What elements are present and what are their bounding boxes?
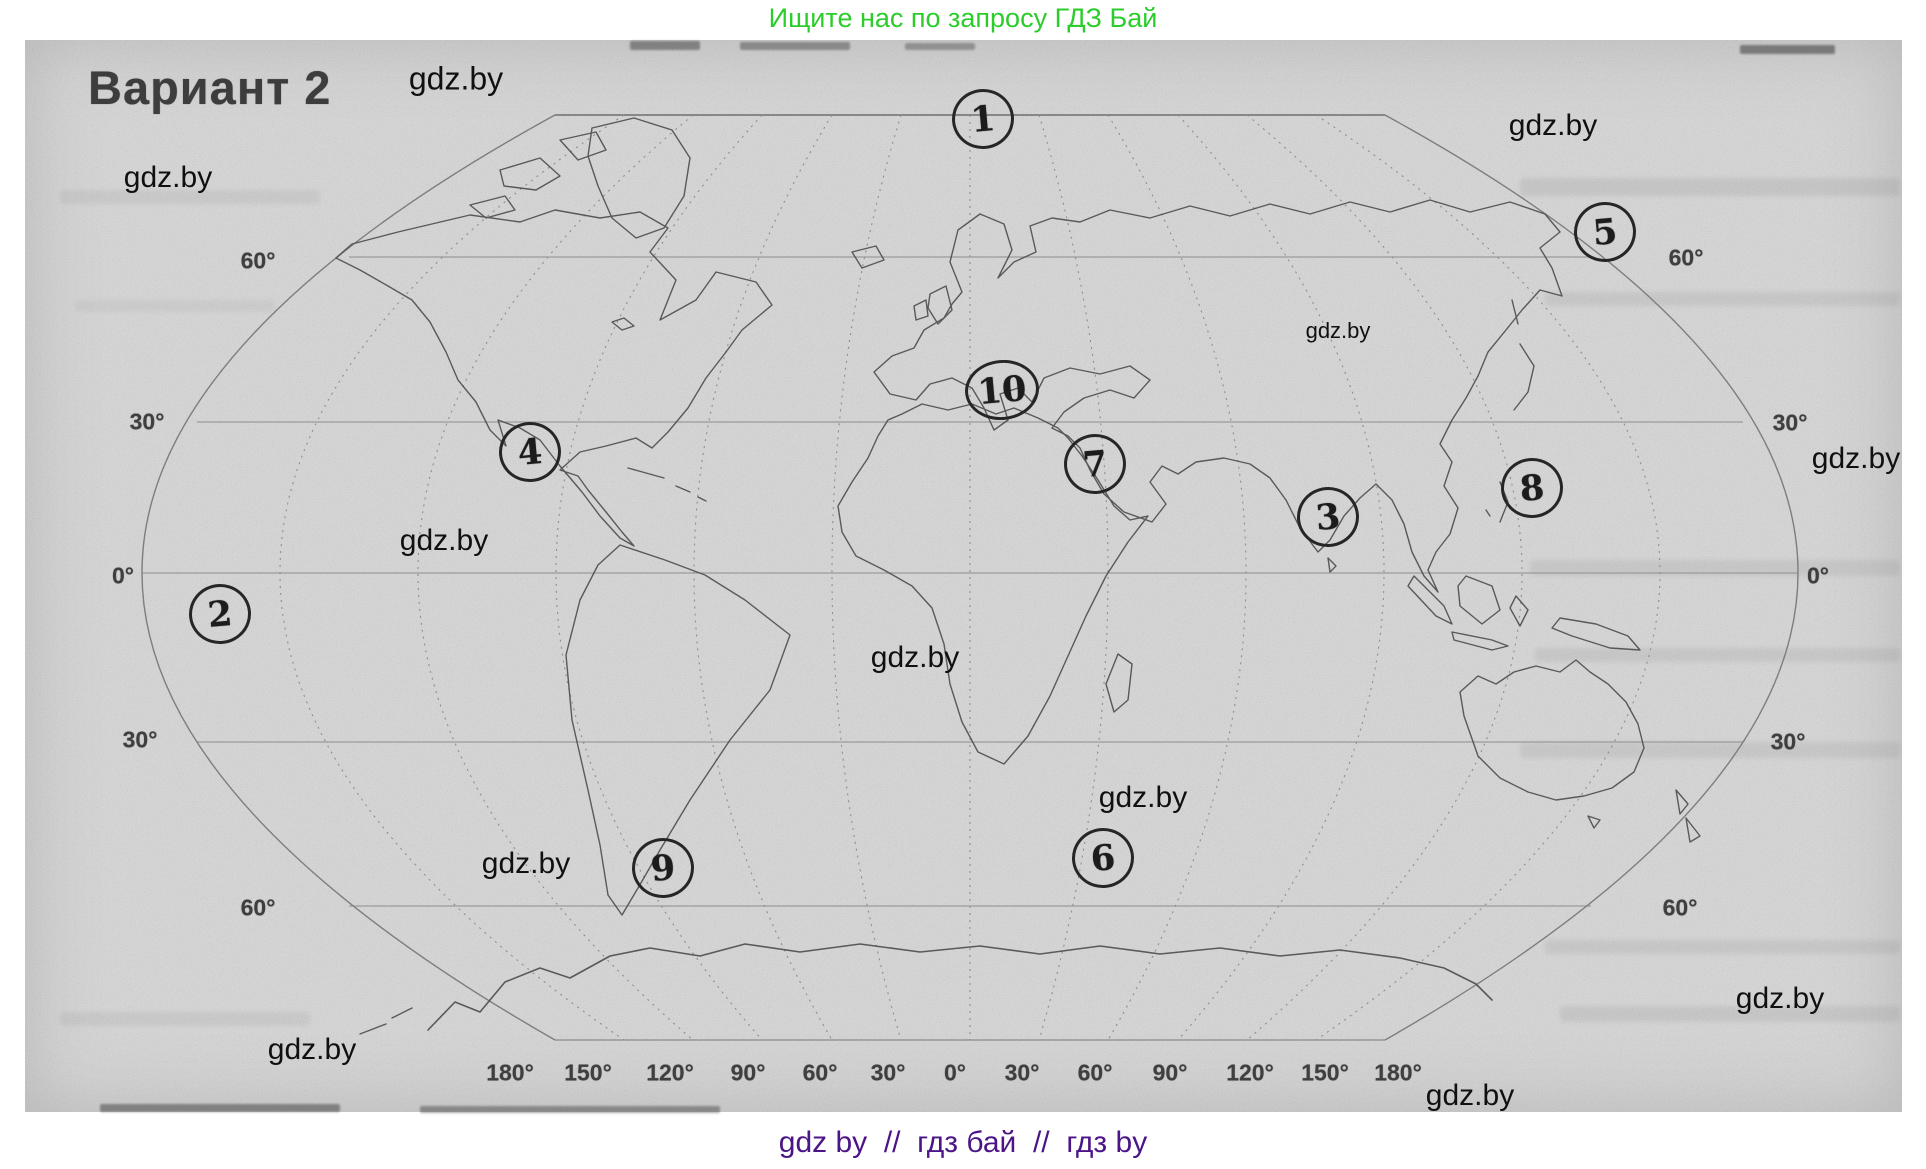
watermark: gdz.by [399, 524, 489, 557]
scan-artifact [740, 42, 850, 50]
scan-artifact [905, 43, 975, 50]
watermark: gdz.by [1508, 109, 1598, 142]
watermark: gdz.by [123, 161, 213, 194]
watermark: gdz.by [1811, 442, 1901, 475]
lon-label-120e: 120° [1226, 1059, 1274, 1086]
lat-label-right-0: 0° [1807, 562, 1829, 589]
footer-links: gdz by // гдз бай // гдз by [778, 1126, 1148, 1159]
lat-label-right-60n: 60° [1668, 244, 1704, 271]
scan-artifact [1520, 742, 1900, 758]
scan-artifact [60, 1012, 310, 1026]
lon-label-90e: 90° [1152, 1059, 1188, 1086]
lat-label-right-30s: 30° [1770, 728, 1806, 755]
lon-label-60e: 60° [1077, 1059, 1113, 1086]
scan-artifact [1545, 292, 1900, 306]
scan-artifact [1740, 45, 1835, 54]
scan-artifact [630, 41, 700, 50]
lon-label-30e: 30° [1004, 1059, 1040, 1086]
lon-label-150e: 150° [1301, 1059, 1349, 1086]
lat-label-left-0: 0° [112, 562, 134, 589]
watermark: gdz.by [481, 847, 571, 880]
watermark: gdz.by [408, 60, 504, 97]
scan-artifact [1530, 560, 1900, 576]
lat-label-left-60s: 60° [240, 894, 276, 921]
lon-label-150w: 150° [564, 1059, 612, 1086]
lon-label-30w: 30° [870, 1059, 906, 1086]
watermark: gdz.by [267, 1033, 357, 1066]
lat-label-right-30n: 30° [1772, 409, 1808, 436]
site-promo-header: Ищите нас по запросу ГДЗ Бай [768, 3, 1158, 33]
lon-label-0: 0° [944, 1059, 966, 1086]
watermark: gdz.by [1735, 982, 1825, 1015]
scan-artifact [100, 1104, 340, 1112]
lon-label-180w: 180° [486, 1059, 534, 1086]
watermark: gdz.by [1098, 781, 1188, 814]
scan-artifact [75, 300, 275, 312]
lat-label-left-30n: 30° [129, 408, 165, 435]
watermark: gdz.by [870, 641, 960, 674]
lat-label-right-60s: 60° [1662, 894, 1698, 921]
lat-label-left-60n: 60° [240, 247, 276, 274]
scan-artifact [1520, 178, 1900, 196]
scan-artifact [1535, 648, 1900, 662]
lon-label-60w: 60° [802, 1059, 838, 1086]
scan-artifact [1560, 1006, 1900, 1022]
scan-artifact [1545, 940, 1900, 954]
watermark: gdz.by [1425, 1079, 1515, 1112]
lon-label-180e: 180° [1374, 1059, 1422, 1086]
lon-label-90w: 90° [730, 1059, 766, 1086]
lat-label-left-30s: 30° [122, 726, 158, 753]
watermark: gdz.by [1305, 318, 1371, 343]
scan-artifact [420, 1106, 720, 1113]
variant-title: Вариант 2 [88, 61, 332, 114]
lon-label-120w: 120° [646, 1059, 694, 1086]
